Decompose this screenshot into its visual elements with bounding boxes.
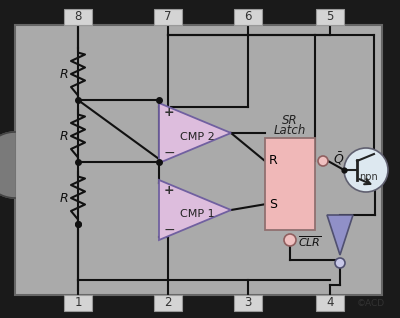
Text: ©ACD: ©ACD [357,299,385,308]
Text: 1: 1 [74,296,82,309]
Circle shape [335,258,345,268]
Text: CMP 2: CMP 2 [180,132,214,142]
Text: npn: npn [359,172,377,182]
FancyBboxPatch shape [64,295,92,311]
Circle shape [284,234,296,246]
FancyBboxPatch shape [316,9,344,25]
Bar [265,138,315,230]
Text: +: + [164,183,174,197]
Text: CMP 1: CMP 1 [180,209,214,219]
Text: S: S [269,198,277,211]
Text: R: R [60,67,68,80]
FancyBboxPatch shape [154,295,182,311]
Polygon shape [0,132,15,198]
Text: 8: 8 [74,10,82,24]
FancyBboxPatch shape [154,9,182,25]
Text: $\overline{CLR}$: $\overline{CLR}$ [298,235,322,249]
Text: −: − [163,146,175,160]
FancyBboxPatch shape [234,9,262,25]
Text: 2: 2 [164,296,172,309]
Text: +: + [164,107,174,120]
Text: $\bar{Q}$: $\bar{Q}$ [333,151,345,167]
Bar [15,25,382,295]
Text: 5: 5 [326,10,334,24]
FancyBboxPatch shape [64,9,92,25]
Text: 7: 7 [164,10,172,24]
FancyBboxPatch shape [234,295,262,311]
Text: SR: SR [282,114,298,127]
FancyBboxPatch shape [316,295,344,311]
Circle shape [318,156,328,166]
Text: 3: 3 [244,296,252,309]
Text: R: R [269,155,277,168]
Text: 6: 6 [244,10,252,24]
Text: Latch: Latch [274,125,306,137]
Polygon shape [159,103,231,163]
Text: R: R [60,191,68,204]
Circle shape [344,148,388,192]
Polygon shape [327,215,353,255]
Text: R: R [60,129,68,142]
Text: 4: 4 [326,296,334,309]
Text: −: − [163,223,175,237]
Polygon shape [159,180,231,240]
